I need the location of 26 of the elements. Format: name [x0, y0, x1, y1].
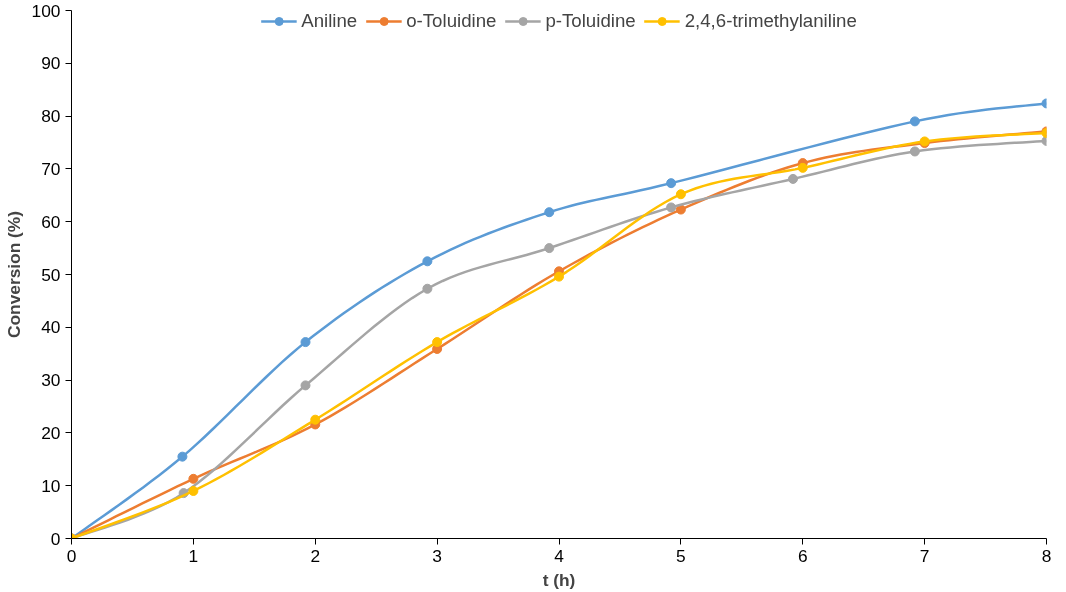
- x-tick-label: 4: [554, 545, 565, 566]
- y-tick-label: 80: [41, 106, 61, 127]
- x-tick-label: 3: [432, 545, 442, 566]
- legend-label: p-Toluidine: [545, 10, 636, 32]
- legend-label: o-Toluidine: [406, 10, 497, 32]
- x-tick-label: 1: [188, 545, 199, 566]
- x-tick-label: 5: [676, 545, 686, 566]
- x-tick-label: 8: [1041, 545, 1052, 566]
- x-tick-label: 2: [310, 545, 321, 566]
- y-tick-label: 0: [50, 528, 61, 549]
- y-tick-label: 30: [41, 370, 61, 391]
- y-axis-title: Conversion (%): [3, 210, 24, 339]
- y-tick-label: 70: [41, 158, 61, 179]
- x-tick-label: 6: [797, 545, 808, 566]
- y-tick-label: 10: [41, 475, 61, 496]
- y-tick-label: 100: [31, 0, 61, 21]
- x-axis-title: t (h): [542, 569, 576, 590]
- y-tick-label: 90: [41, 53, 61, 74]
- x-tick-label: 7: [919, 545, 930, 566]
- legend-label: 2,4,6-trimethylaniline: [684, 10, 857, 32]
- y-tick-label: 40: [41, 317, 61, 338]
- legend-label: Aniline: [301, 10, 358, 32]
- x-tick-label: 0: [66, 545, 77, 566]
- y-tick-label: 60: [41, 211, 61, 232]
- y-tick-label: 50: [41, 264, 61, 285]
- y-tick-label: 20: [41, 422, 61, 443]
